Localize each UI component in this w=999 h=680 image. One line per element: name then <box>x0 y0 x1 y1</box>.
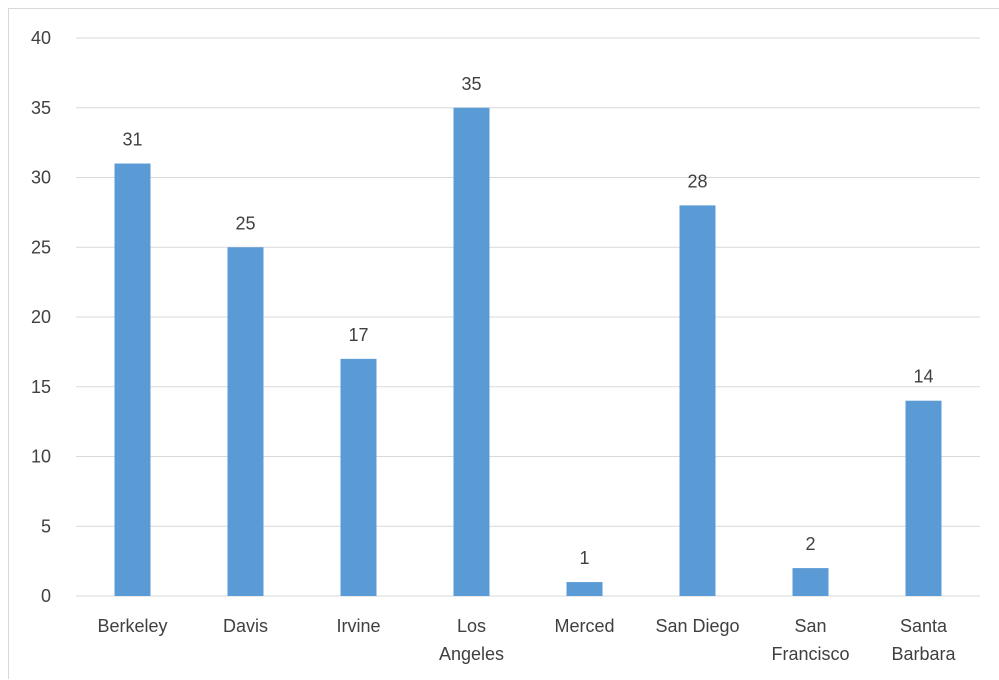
x-tick-label: Merced <box>554 616 614 636</box>
bar <box>566 582 603 596</box>
y-tick-label: 0 <box>41 586 51 606</box>
y-axis-tick-labels: 0 5 10 15 20 25 30 35 40 <box>31 28 51 606</box>
bar <box>792 568 829 596</box>
bar <box>227 247 264 596</box>
y-tick-label: 30 <box>31 168 51 188</box>
bar <box>453 107 490 596</box>
bars <box>114 107 942 597</box>
x-tick-label: San Diego <box>655 616 739 636</box>
gridlines <box>76 37 980 597</box>
data-label: 1 <box>579 548 589 568</box>
x-tick-label: San Francisco <box>771 616 849 664</box>
x-tick-label: Santa Barbara <box>891 616 956 664</box>
data-label: 31 <box>122 130 142 150</box>
x-tick-label: Irvine <box>336 616 380 636</box>
data-label: 35 <box>461 74 481 94</box>
data-label: 14 <box>913 367 933 387</box>
chart-frame: 0 5 10 15 20 25 30 35 40 31 25 17 35 1 28 2 14 Berkeley… <box>8 8 999 679</box>
y-tick-label: 5 <box>41 516 51 536</box>
data-label: 28 <box>687 171 707 191</box>
y-tick-label: 25 <box>31 237 51 257</box>
bar <box>679 205 716 596</box>
x-tick-label: Berkeley <box>97 616 167 636</box>
y-tick-label: 20 <box>31 307 51 327</box>
x-tick-label: Davis <box>223 616 268 636</box>
x-axis-tick-labels: Berkeley Davis Irvine Los Angeles Merced San D… <box>97 616 956 664</box>
y-tick-label: 40 <box>31 28 51 48</box>
y-tick-label: 15 <box>31 377 51 397</box>
data-labels: 31 25 17 35 1 28 2 14 <box>122 74 933 568</box>
bar <box>114 163 151 597</box>
x-tick-label: Los Angeles <box>439 616 504 664</box>
data-label: 17 <box>348 325 368 345</box>
y-tick-label: 35 <box>31 98 51 118</box>
bar <box>340 358 377 596</box>
bar-chart: 0 5 10 15 20 25 30 35 40 31 25 17 35 1 28 2 14 Berkeley… <box>31 28 980 664</box>
y-tick-label: 10 <box>31 447 51 467</box>
bar <box>905 400 942 596</box>
data-label: 25 <box>235 213 255 233</box>
data-label: 2 <box>805 534 815 554</box>
